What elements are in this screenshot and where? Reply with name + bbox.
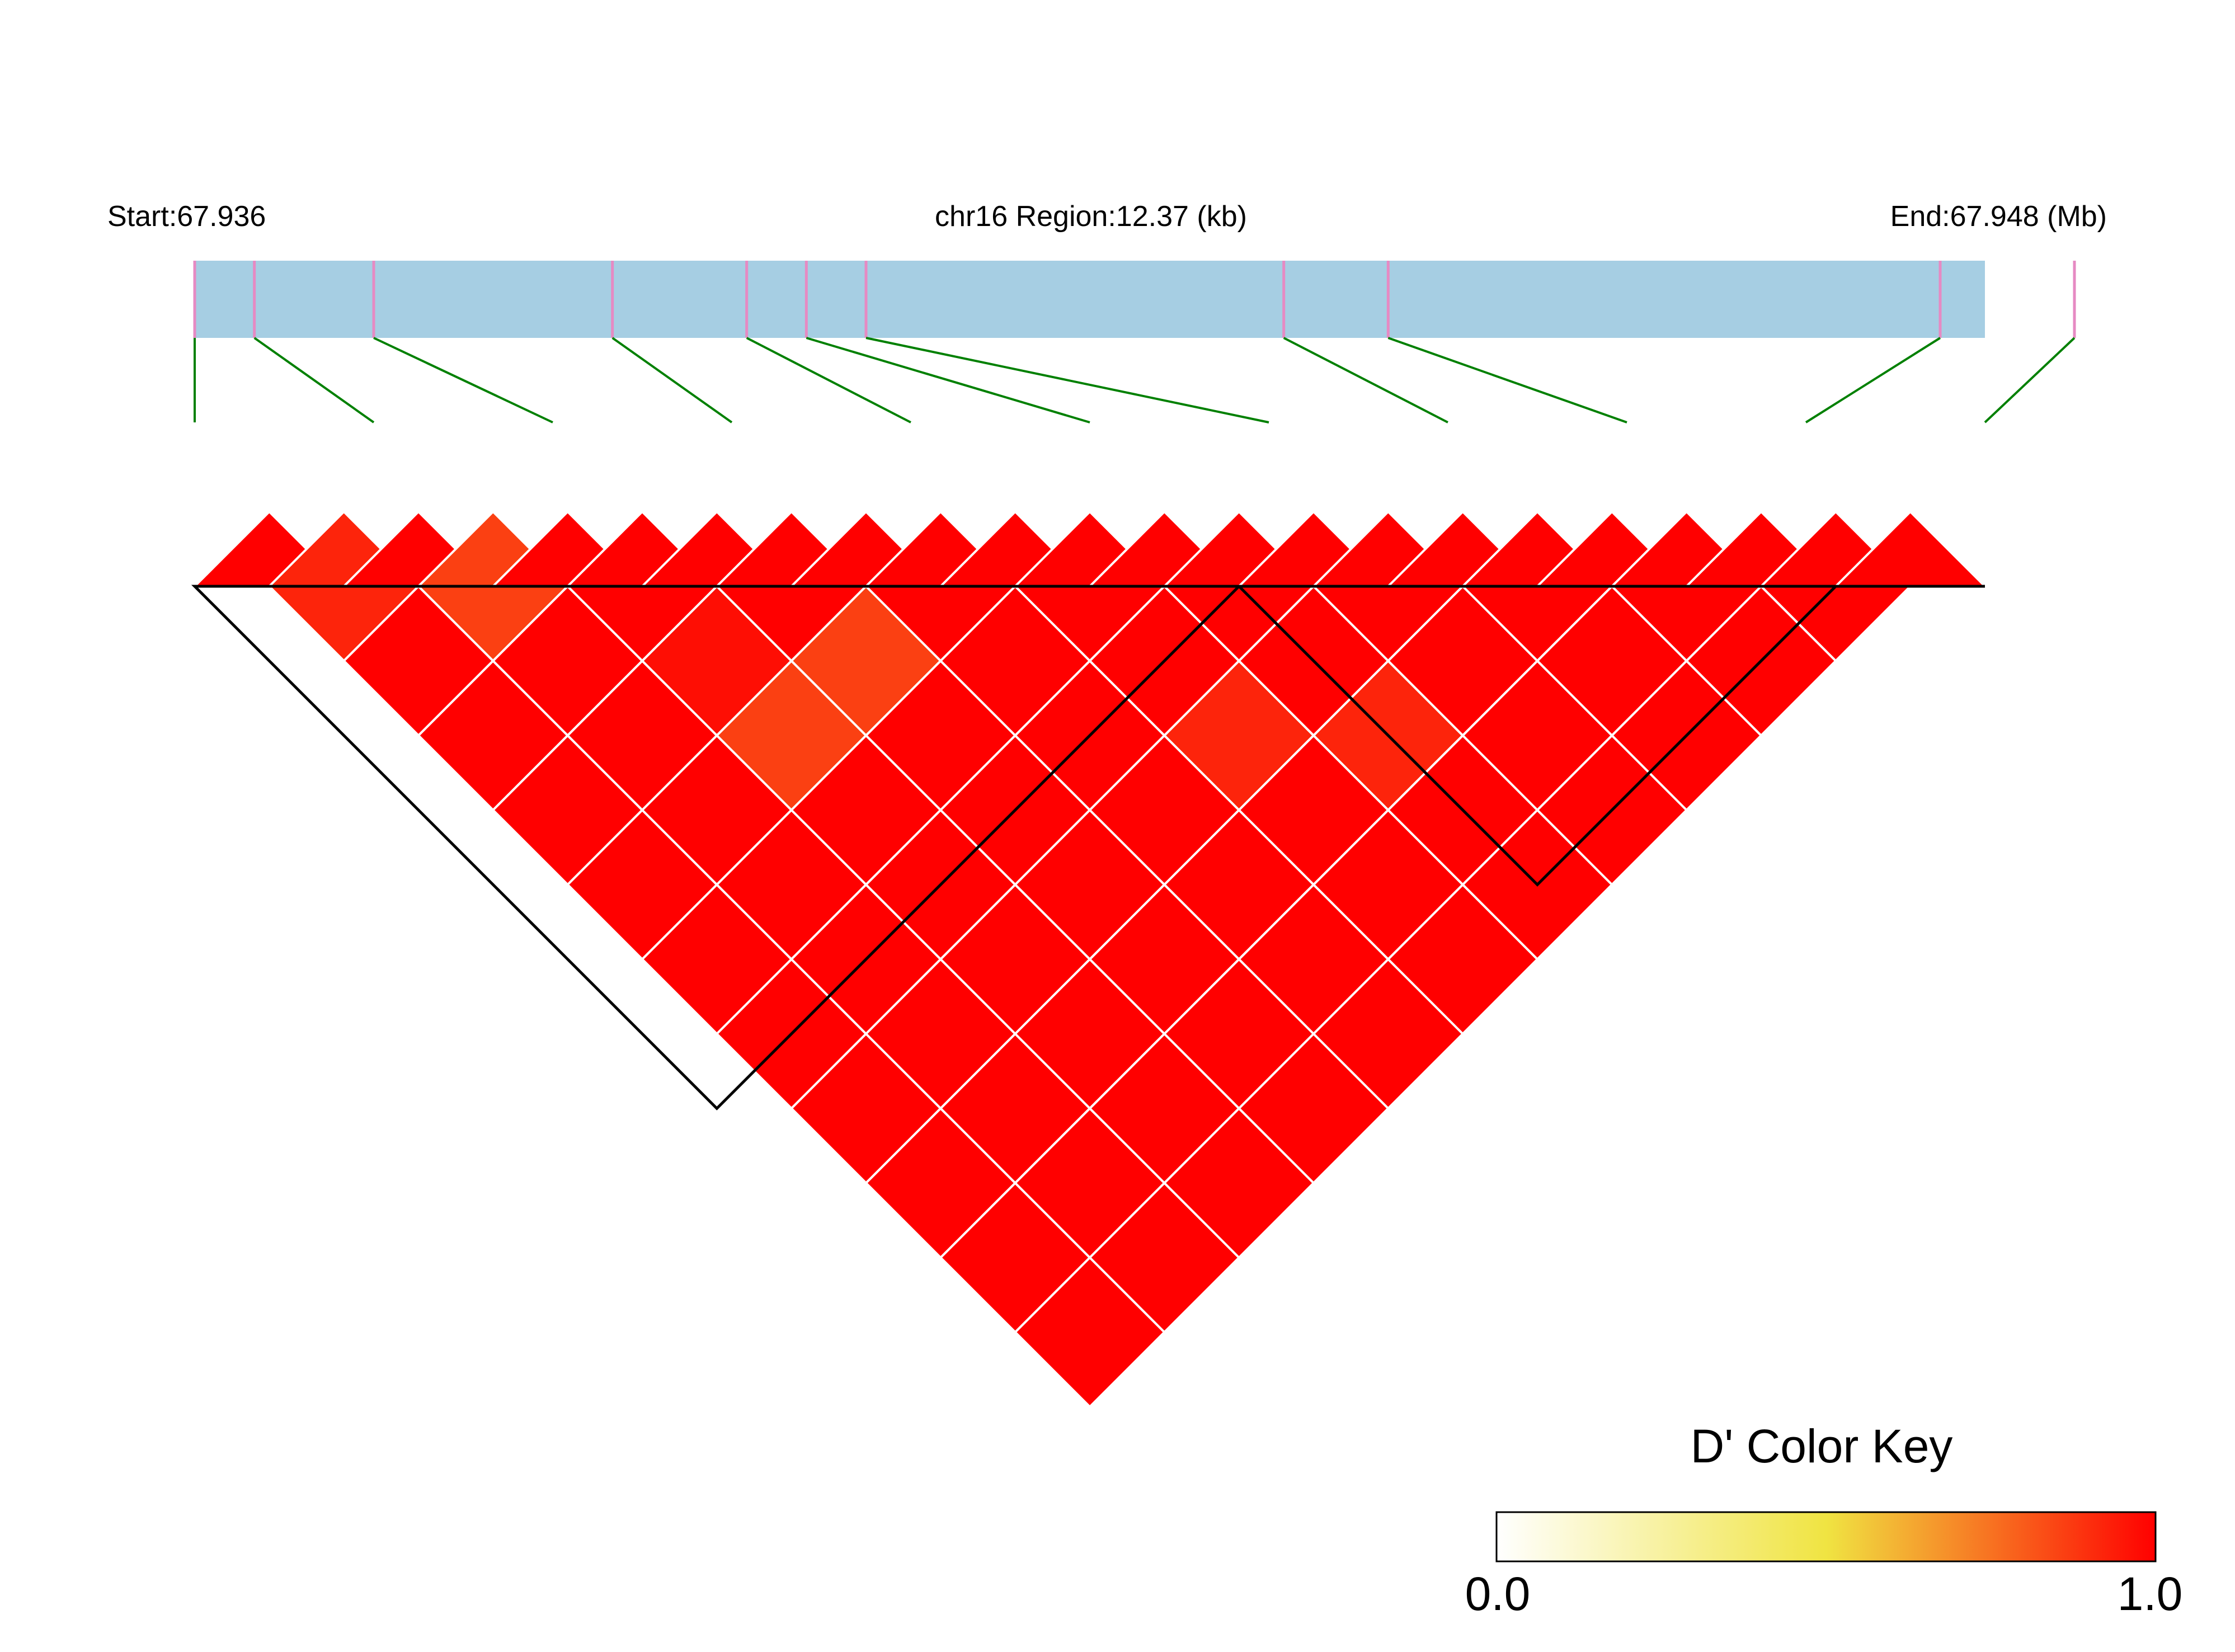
snp-connector-lines xyxy=(194,337,2076,423)
chromosome-region-track xyxy=(195,261,1985,338)
ld-block-outline xyxy=(1235,585,1839,887)
color-key-gradient-bar xyxy=(1495,1511,2157,1562)
snp-connector xyxy=(806,337,1090,423)
snp-connector xyxy=(1805,337,1941,423)
ld-cells xyxy=(192,510,1988,1409)
ld-block-outlines xyxy=(191,585,1985,1110)
snp-connector xyxy=(1283,337,1448,423)
snp-position-ticks xyxy=(193,261,2076,338)
snp-connector xyxy=(1387,337,1627,423)
region-start-label: Start:67.936 xyxy=(107,200,266,233)
color-key-title: D' Color Key xyxy=(1691,1420,1953,1472)
region-end-label: End:67.948 (Mb) xyxy=(1890,200,2107,233)
ld-block-outline xyxy=(191,585,1243,1110)
color-key: D' Color Key 0.0 1.0 xyxy=(1465,1420,2183,1620)
region-title-label: chr16 Region:12.37 (kb) xyxy=(935,200,1247,233)
snp-connector xyxy=(746,337,911,423)
snp-connector xyxy=(373,337,553,423)
snp-connector xyxy=(253,337,375,423)
snp-connector xyxy=(1984,337,2076,423)
color-key-max-label: 1.0 xyxy=(2118,1568,2183,1620)
snp-connector xyxy=(611,337,733,423)
snp-connector xyxy=(865,337,1269,423)
color-key-min-label: 0.0 xyxy=(1465,1568,1531,1620)
